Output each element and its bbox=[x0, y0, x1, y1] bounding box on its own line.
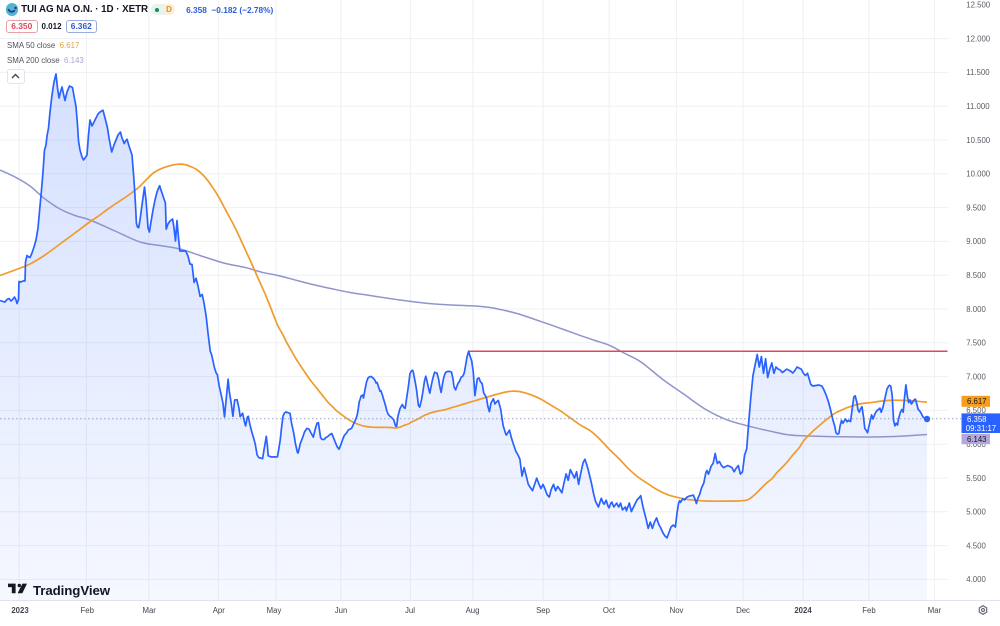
svg-text:7.500: 7.500 bbox=[966, 339, 986, 348]
svg-text:Jun: Jun bbox=[335, 606, 348, 615]
svg-text:Nov: Nov bbox=[670, 606, 684, 615]
svg-text:Dec: Dec bbox=[736, 606, 750, 615]
svg-text:6.358: 6.358 bbox=[967, 415, 987, 424]
svg-text:11.500: 11.500 bbox=[966, 68, 990, 77]
svg-text:6.143: 6.143 bbox=[967, 435, 987, 444]
svg-text:6.617: 6.617 bbox=[967, 397, 987, 406]
svg-text:Sep: Sep bbox=[536, 606, 551, 615]
svg-text:Apr: Apr bbox=[213, 606, 226, 615]
svg-text:Aug: Aug bbox=[466, 606, 480, 615]
svg-text:11.000: 11.000 bbox=[966, 102, 990, 111]
svg-text:Feb: Feb bbox=[80, 606, 94, 615]
svg-text:2023: 2023 bbox=[11, 606, 29, 615]
svg-text:10.000: 10.000 bbox=[966, 170, 991, 179]
svg-text:Mar: Mar bbox=[928, 606, 942, 615]
svg-text:12.500: 12.500 bbox=[966, 1, 991, 10]
svg-text:Feb: Feb bbox=[862, 606, 876, 615]
svg-text:9.500: 9.500 bbox=[966, 203, 986, 212]
svg-text:9.000: 9.000 bbox=[966, 237, 986, 246]
svg-text:7.000: 7.000 bbox=[966, 372, 986, 381]
svg-text:4.500: 4.500 bbox=[966, 541, 986, 550]
svg-text:5.000: 5.000 bbox=[966, 508, 986, 517]
svg-text:4.000: 4.000 bbox=[966, 575, 986, 584]
svg-text:8.500: 8.500 bbox=[966, 271, 986, 280]
svg-text:5.500: 5.500 bbox=[966, 474, 986, 483]
svg-text:8.000: 8.000 bbox=[966, 305, 986, 314]
svg-text:Jul: Jul bbox=[405, 606, 415, 615]
svg-text:May: May bbox=[267, 606, 282, 615]
svg-text:2024: 2024 bbox=[794, 606, 812, 615]
svg-text:09:31:17: 09:31:17 bbox=[966, 424, 996, 433]
svg-text:10.500: 10.500 bbox=[966, 136, 991, 145]
svg-text:Oct: Oct bbox=[603, 606, 616, 615]
svg-text:12.000: 12.000 bbox=[966, 34, 991, 43]
svg-text:Mar: Mar bbox=[142, 606, 156, 615]
